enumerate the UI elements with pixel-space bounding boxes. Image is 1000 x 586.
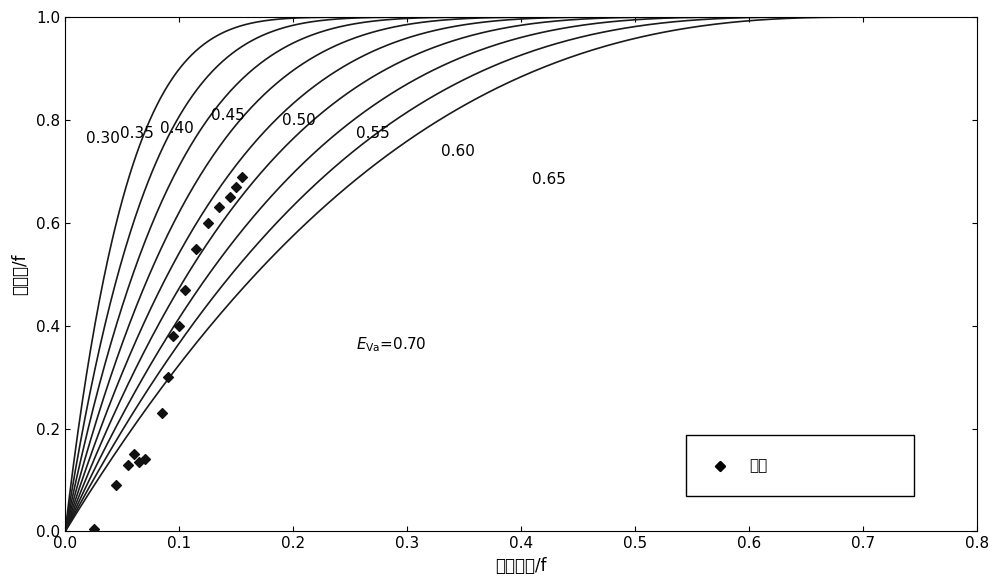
X-axis label: 波及系数/f: 波及系数/f <box>495 557 547 575</box>
Point <box>228 182 244 192</box>
Bar <box>686 435 914 496</box>
Point <box>160 373 176 382</box>
Point <box>712 461 728 471</box>
Text: 0.40: 0.40 <box>160 121 194 136</box>
Point <box>86 524 102 534</box>
Text: 实际: 实际 <box>743 458 761 473</box>
Point <box>222 192 238 202</box>
Point <box>177 285 193 294</box>
Point <box>165 331 181 340</box>
Text: 0.35: 0.35 <box>120 126 154 141</box>
Text: 0.65: 0.65 <box>532 172 566 188</box>
Point <box>131 457 147 466</box>
Point <box>171 321 187 331</box>
Text: 0.30: 0.30 <box>86 131 120 146</box>
Point <box>712 461 728 471</box>
Point <box>154 408 170 418</box>
Text: $E_{\mathrm{Va}}$=0.70: $E_{\mathrm{Va}}$=0.70 <box>356 335 426 353</box>
Point <box>126 449 142 459</box>
Text: 0.60: 0.60 <box>441 144 475 159</box>
Point <box>234 172 250 181</box>
Text: 0.55: 0.55 <box>356 126 390 141</box>
Point <box>137 455 153 464</box>
Point <box>188 244 204 253</box>
Point <box>200 218 216 227</box>
Point <box>120 460 136 469</box>
Text: 0.50: 0.50 <box>282 113 315 128</box>
Y-axis label: 含水率/f: 含水率/f <box>11 254 29 295</box>
Text: 实际: 实际 <box>749 458 767 473</box>
Point <box>108 481 124 490</box>
Point <box>211 203 227 212</box>
Text: 0.45: 0.45 <box>211 108 245 123</box>
